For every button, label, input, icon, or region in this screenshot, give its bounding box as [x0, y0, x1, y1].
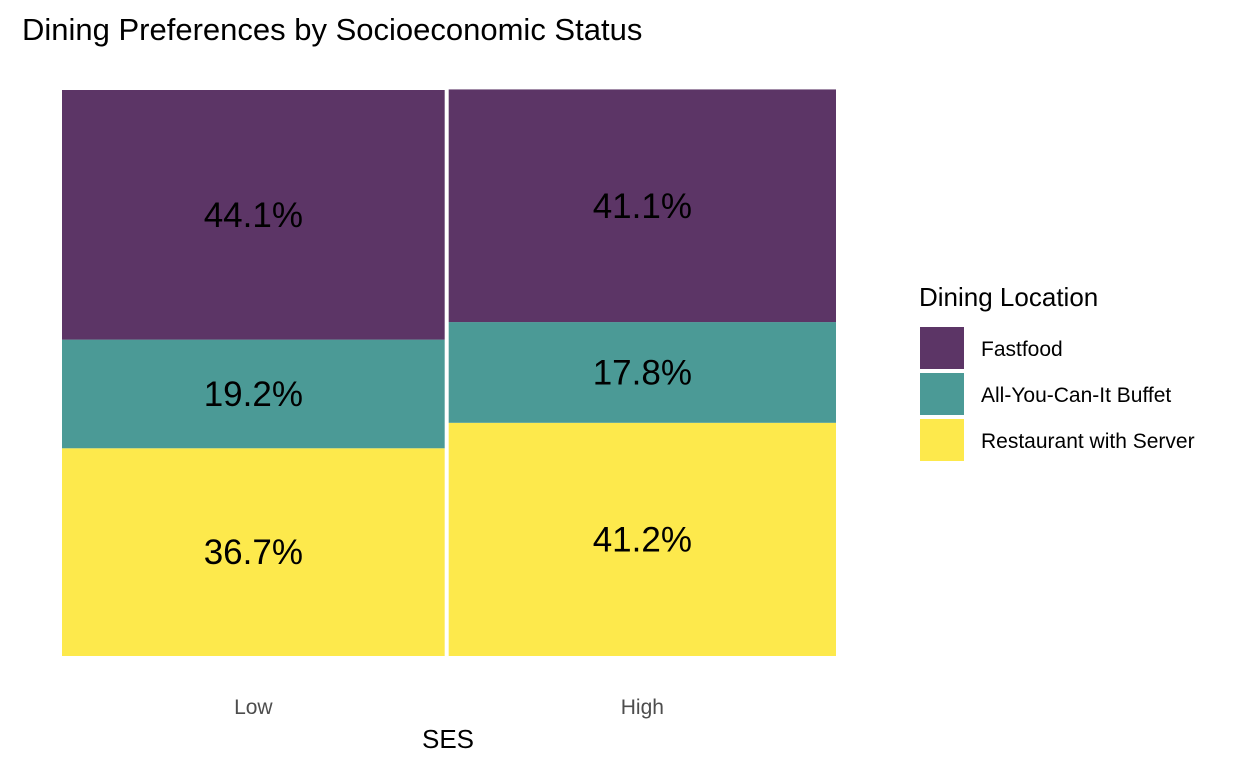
bar-segment-high-1	[448, 322, 836, 423]
segment-label-high-2: 41.2%	[593, 520, 692, 559]
legend-title: Dining Location	[919, 282, 1098, 312]
plot-area: 36.7% 19.2% 44.1% 41.2% 17.8% 41.1%	[62, 89, 836, 656]
segment-label-low-2: 36.7%	[204, 533, 303, 572]
legend-swatch-2	[920, 419, 964, 461]
x-axis-label: SES	[422, 724, 474, 754]
legend-label-1: All-You-Can-It Buffet	[981, 384, 1171, 407]
segment-label-high-0: 41.1%	[593, 187, 692, 226]
bar-segment-low-1	[62, 339, 445, 449]
bar-segment-high-2	[448, 422, 836, 656]
segment-label-high-1: 17.8%	[593, 353, 692, 392]
legend-swatch-0	[920, 327, 964, 369]
bar-segment-low-2	[62, 448, 445, 656]
chart-title: Dining Preferences by Socioeconomic Stat…	[22, 12, 642, 47]
legend: Dining Location Fastfood All-You-Can-It B…	[919, 282, 1195, 461]
bar-segment-low-0	[62, 90, 445, 340]
legend-label-0: Fastfood	[981, 338, 1063, 361]
segment-label-low-0: 44.1%	[204, 196, 303, 235]
legend-label-2: Restaurant with Server	[981, 430, 1195, 453]
bar-segment-high-0	[448, 89, 836, 323]
x-axis-ticks: Low High	[234, 696, 664, 719]
x-tick-high: High	[621, 696, 664, 719]
legend-swatch-1	[920, 373, 964, 415]
segment-label-low-1: 19.2%	[204, 375, 303, 414]
legend-items: Fastfood All-You-Can-It Buffet Restaurant …	[920, 327, 1195, 461]
x-tick-low: Low	[234, 696, 273, 719]
